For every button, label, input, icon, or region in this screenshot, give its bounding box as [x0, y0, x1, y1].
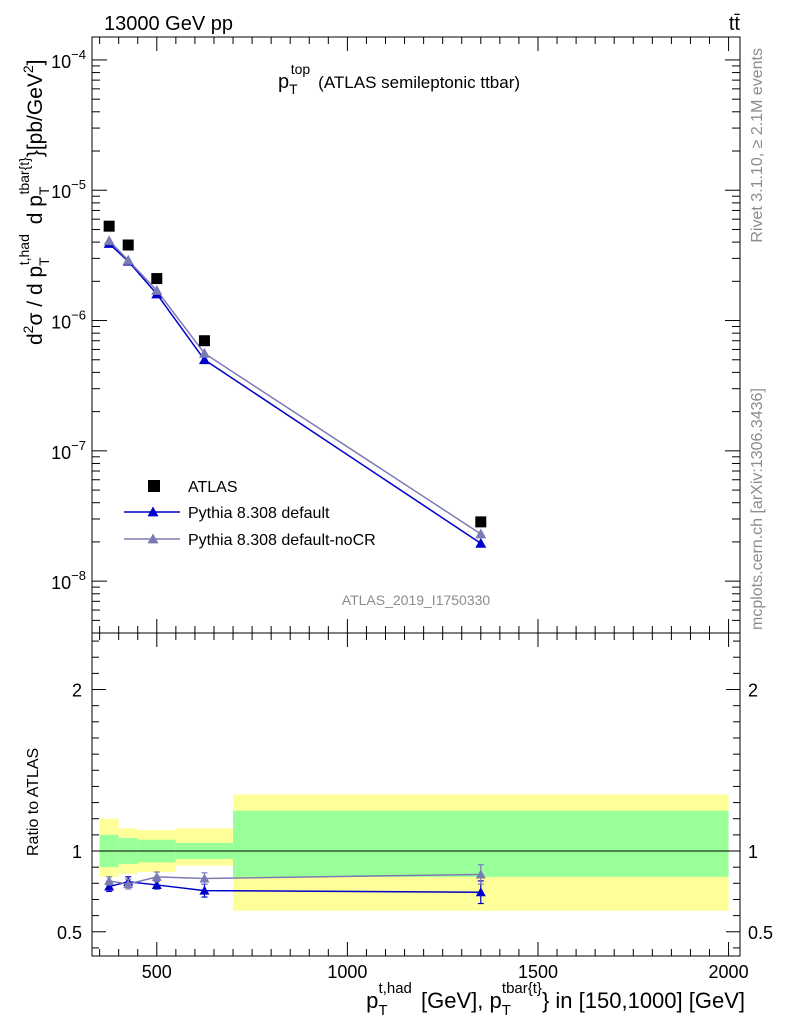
ratio-y-tick-label-right: 2 — [748, 681, 758, 701]
chart-title: pTtop(ATLAS semileptonic ttbar) — [278, 61, 520, 97]
data-point — [198, 354, 210, 365]
ratio-y-tick-label: 0.5 — [57, 923, 82, 943]
series-line-2 — [108, 240, 482, 535]
ratio-point — [199, 873, 210, 883]
y-axis-label: d2σ / d pTt,had d pTtbar{t}}[pb/GeV2] — [16, 59, 52, 345]
legend: ATLAS Pythia 8.308 default Pythia 8.308 de… — [124, 479, 376, 549]
legend-label: Pythia 8.308 default-noCR — [188, 532, 376, 549]
data-point — [103, 220, 115, 232]
ratio-point — [151, 871, 162, 881]
data-point — [151, 285, 163, 295]
x-tick-label: 500 — [142, 962, 172, 982]
legend-marker — [147, 506, 159, 517]
mcplots-label: mcplots.cern.ch [arXiv:1306.3436] — [749, 388, 766, 630]
ratio-point — [475, 887, 486, 897]
x-tick-label: 2000 — [709, 962, 749, 982]
analysis-label: ATLAS_2019_I1750330 — [342, 592, 491, 608]
data-point — [198, 335, 210, 347]
data-point — [198, 347, 210, 358]
data-point — [151, 273, 163, 285]
ratio-point — [104, 875, 115, 885]
data-point — [122, 239, 134, 251]
ratio-point — [123, 879, 134, 889]
y-tick-label: 10−5 — [51, 177, 86, 202]
ratio-y-tick-label: 2 — [72, 681, 82, 701]
y-tick-label: 10−6 — [51, 308, 86, 333]
legend-marker — [148, 480, 160, 492]
ratio-y-tick-label-right: 0.5 — [748, 923, 773, 943]
x-tick-label: 1500 — [518, 962, 558, 982]
data-point — [475, 537, 487, 548]
y-tick-label: 10−4 — [51, 47, 86, 72]
y-tick-label: 10−8 — [51, 568, 86, 593]
x-axis-label: pTt,had [GeV], pTtbar{t}} in [150,1000] … — [366, 980, 745, 1019]
ratio-point — [475, 869, 486, 879]
ratio-axis-label: Ratio to ATLAS — [25, 748, 42, 856]
ratio-point — [199, 885, 210, 895]
ratio-panel: 0.5 0.5 1 1 2 2 500 1000 1500 2000 Ratio to ATLAS… — [25, 632, 773, 1019]
ratio-point — [151, 879, 162, 889]
energy-label: 13000 GeV pp — [104, 13, 233, 35]
rivet-label: Rivet 3.1.10, ≥ 2.1M events — [749, 48, 766, 243]
ratio-panel-frame — [91, 632, 741, 957]
data-point — [475, 528, 487, 539]
ratio-y-tick-label-right: 1 — [748, 842, 758, 862]
process-label: tt̄ — [729, 13, 741, 35]
ratio-y-tick-label: 1 — [72, 842, 82, 862]
data-point — [103, 235, 115, 246]
legend-marker — [147, 533, 159, 544]
data-point — [475, 516, 487, 528]
legend-label: Pythia 8.308 default — [188, 505, 330, 522]
data-point — [122, 254, 134, 265]
y-tick-label: 10−7 — [51, 438, 86, 463]
legend-label: ATLAS — [188, 479, 238, 496]
main-panel: 10−8 10−7 10−6 10−5 10−4 pTtop(ATLAS semilep… — [16, 36, 741, 634]
x-tick-label: 1000 — [327, 962, 367, 982]
ratio-point — [104, 881, 115, 891]
